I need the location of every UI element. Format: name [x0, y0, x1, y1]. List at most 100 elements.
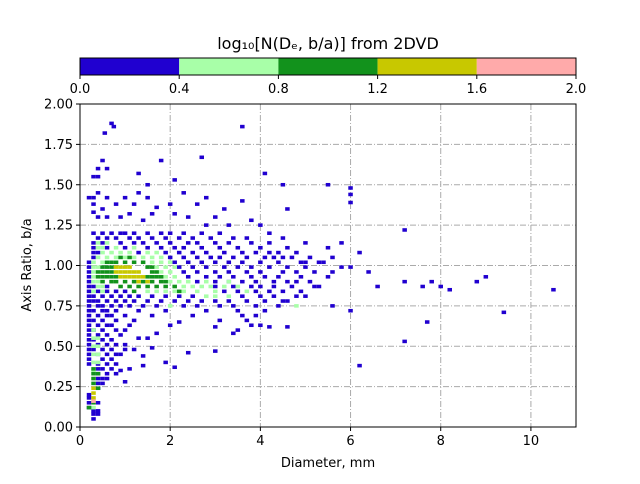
heatmap-cell	[145, 195, 150, 200]
heatmap-cell	[258, 245, 263, 250]
heatmap-cell	[181, 304, 186, 308]
heatmap-cell	[86, 333, 92, 337]
heatmap-cell	[109, 260, 114, 265]
heatmap-cell	[447, 287, 452, 292]
heatmap-cell	[235, 265, 241, 269]
heatmap-cell	[104, 299, 110, 303]
heatmap-cell	[86, 265, 92, 269]
heatmap-cell	[131, 299, 137, 303]
heatmap-cell	[163, 279, 168, 284]
heatmap-cell	[104, 236, 110, 240]
heatmap-cell	[271, 294, 277, 298]
heatmap-cell	[208, 255, 214, 260]
heatmap-cell	[213, 289, 218, 294]
heatmap-cell	[131, 202, 137, 206]
heatmap-cell	[100, 265, 105, 269]
heatmap-cell	[402, 279, 407, 284]
heatmap-cell	[167, 270, 173, 274]
heatmap-cell	[113, 202, 119, 206]
heatmap-cell	[298, 275, 304, 279]
heatmap-cell	[240, 199, 245, 203]
heatmap-cell	[104, 371, 110, 376]
heatmap-cell	[91, 371, 96, 376]
heatmap-cell	[145, 250, 150, 255]
heatmap-cell	[100, 231, 105, 235]
x-tick-label: 6	[346, 434, 354, 449]
heatmap-cell	[118, 250, 123, 255]
heatmap-cell	[104, 260, 110, 265]
heatmap-cell	[244, 318, 250, 323]
heatmap-cell	[172, 245, 177, 250]
heatmap-cell	[127, 265, 132, 269]
heatmap-cell	[271, 284, 277, 289]
heatmap-cell	[95, 289, 101, 294]
heatmap-cell	[91, 255, 96, 260]
heatmap-cell	[231, 255, 236, 260]
heatmap-cell	[312, 270, 317, 274]
heatmap-cell	[154, 270, 159, 274]
heatmap-cell	[149, 270, 155, 274]
heatmap-cell	[91, 405, 96, 410]
heatmap-cell	[91, 318, 96, 323]
heatmap-cell	[235, 289, 241, 294]
heatmap-cell	[208, 284, 214, 289]
heatmap-cell	[86, 400, 92, 405]
heatmap-cell	[100, 294, 105, 298]
heatmap-cell	[172, 299, 177, 303]
heatmap-cell	[158, 299, 164, 303]
heatmap-cell	[262, 255, 268, 260]
heatmap-cell	[199, 284, 204, 289]
heatmap-cell	[113, 342, 119, 347]
heatmap-cell	[131, 245, 137, 250]
heatmap-cell	[91, 195, 96, 200]
heatmap-cell	[190, 265, 195, 269]
heatmap-cell	[104, 308, 110, 313]
heatmap-cell	[181, 270, 186, 274]
heatmap-cell	[501, 310, 507, 315]
heatmap-cell	[95, 323, 101, 328]
heatmap-cell	[294, 304, 299, 308]
heatmap-cell	[402, 228, 407, 232]
heatmap-cell	[111, 124, 117, 129]
y-tick-label: 1.00	[44, 259, 73, 274]
heatmap-cell	[100, 245, 105, 250]
heatmap-cell	[145, 336, 150, 340]
heatmap-cell	[136, 294, 141, 298]
heatmap-cell	[118, 275, 123, 279]
heatmap-cell	[213, 284, 218, 289]
heatmap-cell	[118, 333, 123, 337]
heatmap-cell	[113, 245, 119, 250]
heatmap-cell	[154, 304, 159, 308]
heatmap-cell	[276, 260, 281, 265]
heatmap-cell	[109, 347, 114, 352]
y-axis-label: Axis Ratio, b/a	[20, 218, 35, 311]
heatmap-cell	[321, 260, 326, 265]
heatmap-cell	[149, 212, 155, 216]
x-tick-label: 2	[166, 434, 174, 449]
heatmap-cell	[244, 289, 250, 294]
heatmap-cell	[163, 294, 168, 298]
heatmap-cell	[91, 344, 96, 349]
heatmap-cell	[86, 270, 92, 274]
heatmap-cell	[158, 231, 164, 235]
heatmap-cell	[262, 171, 268, 176]
y-tick-label: 1.50	[44, 178, 73, 193]
heatmap-cell	[127, 294, 132, 298]
heatmap-cell	[131, 270, 137, 274]
heatmap-cell	[91, 399, 96, 403]
heatmap-cell	[91, 210, 96, 214]
heatmap-cell	[91, 279, 96, 284]
heatmap-cell	[95, 236, 101, 240]
heatmap-cell	[262, 308, 268, 313]
heatmap-cell	[167, 279, 173, 284]
heatmap-cell	[104, 270, 110, 274]
heatmap-cell	[118, 270, 123, 274]
heatmap-cell	[109, 279, 114, 284]
heatmap-cell	[91, 245, 96, 250]
heatmap-cell	[190, 294, 195, 298]
heatmap-cell	[176, 279, 182, 284]
heatmap-cell	[330, 255, 335, 260]
heatmap-cell	[325, 275, 331, 279]
heatmap-cell	[86, 323, 92, 328]
heatmap-cell	[86, 308, 92, 313]
